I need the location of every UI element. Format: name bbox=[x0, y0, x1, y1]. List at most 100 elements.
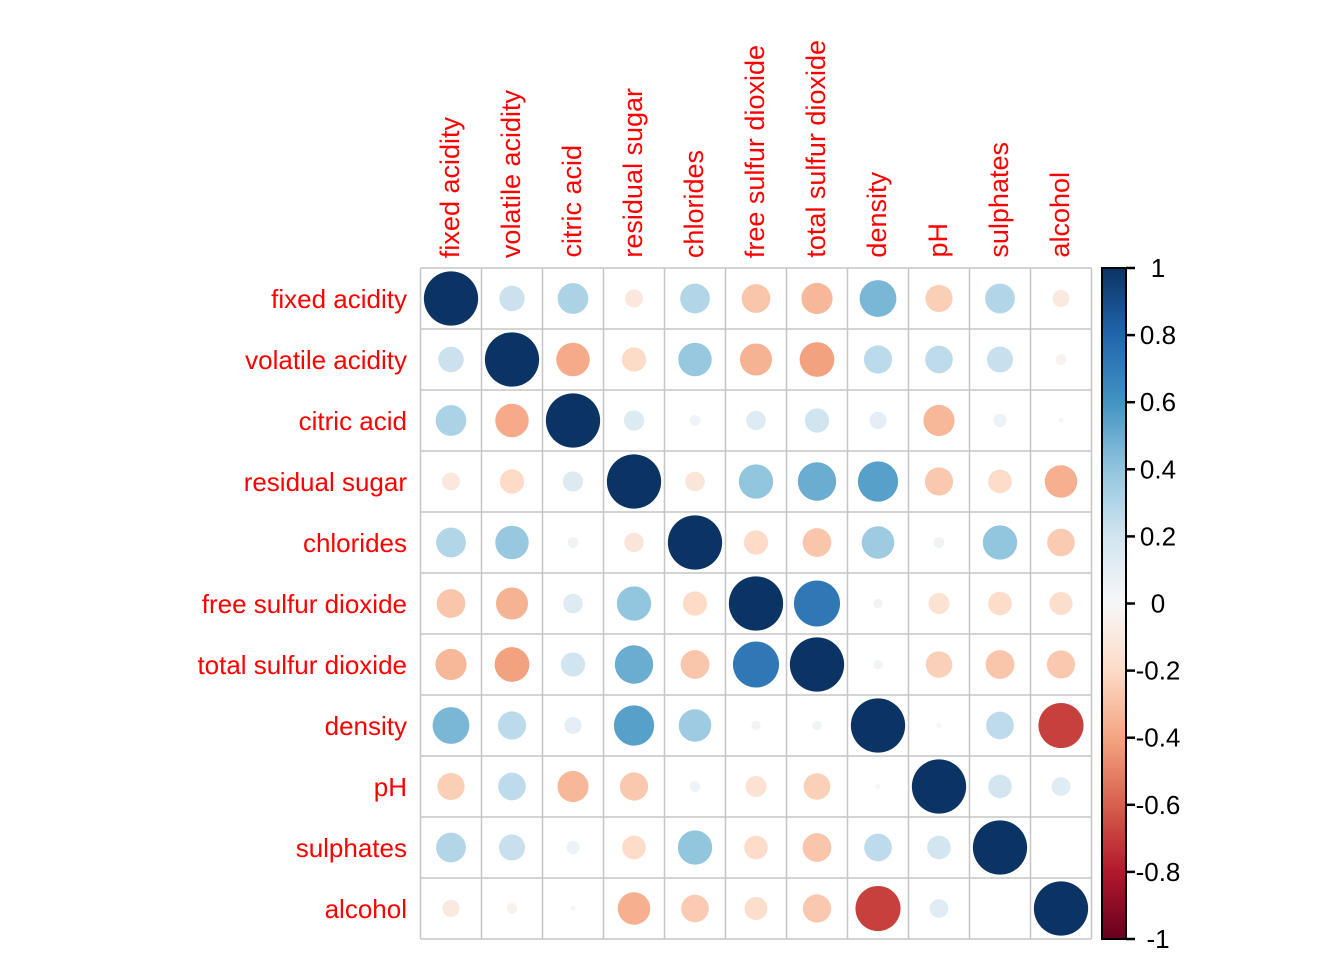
corr-circle bbox=[793, 580, 841, 627]
corr-circle bbox=[678, 709, 712, 742]
corr-circle bbox=[741, 284, 771, 313]
corr-circle bbox=[689, 781, 701, 792]
corr-circle bbox=[619, 772, 649, 801]
corr-circle bbox=[625, 289, 643, 308]
corr-circle bbox=[993, 413, 1007, 428]
corr-circle bbox=[432, 707, 470, 744]
corr-circle bbox=[751, 720, 761, 731]
corr-circle bbox=[925, 284, 953, 313]
corr-circle bbox=[859, 280, 897, 317]
corr-circle bbox=[801, 282, 833, 315]
legend-tick-label: -1 bbox=[1146, 924, 1169, 954]
corr-circle bbox=[802, 833, 832, 862]
corr-circle bbox=[499, 469, 525, 494]
corr-circle bbox=[1052, 289, 1070, 308]
corr-circle bbox=[1055, 354, 1067, 365]
corr-circle bbox=[435, 648, 467, 681]
corr-circle bbox=[436, 527, 466, 558]
corr-circle bbox=[616, 586, 652, 621]
corr-circle bbox=[857, 461, 899, 502]
corr-circle bbox=[728, 576, 784, 631]
corr-circle bbox=[1046, 650, 1076, 679]
corr-circle bbox=[738, 464, 774, 499]
corr-circle bbox=[622, 835, 646, 860]
legend-tick-label: 0.4 bbox=[1140, 454, 1176, 484]
corr-circle bbox=[685, 471, 705, 492]
legend-tick-label: 0.6 bbox=[1140, 387, 1176, 417]
corr-circle bbox=[442, 472, 460, 491]
corr-circle bbox=[982, 525, 1018, 560]
corr-circle bbox=[557, 283, 589, 314]
corr-circle bbox=[743, 530, 769, 555]
corr-circle bbox=[928, 592, 950, 615]
corr-circle bbox=[936, 722, 942, 729]
corr-circle bbox=[985, 650, 1015, 679]
legend-tick-label: 1 bbox=[1151, 253, 1165, 283]
corr-circle bbox=[873, 659, 883, 670]
corr-circle bbox=[564, 716, 582, 735]
corr-circle bbox=[863, 345, 893, 374]
corr-circle bbox=[925, 345, 953, 374]
corr-circle bbox=[624, 532, 644, 553]
corr-circle bbox=[442, 899, 460, 918]
corr-circle bbox=[560, 652, 586, 677]
corr-circle bbox=[677, 830, 713, 865]
corr-circle bbox=[494, 647, 530, 682]
corr-circle bbox=[1038, 702, 1084, 749]
legend-tick-label: -0.2 bbox=[1136, 656, 1181, 686]
corr-circle bbox=[924, 467, 954, 496]
corr-circle bbox=[986, 711, 1014, 740]
corr-circle bbox=[497, 711, 527, 740]
corr-circle bbox=[744, 835, 768, 860]
corr-circle bbox=[567, 537, 579, 548]
corr-circle bbox=[797, 462, 837, 501]
corr-circle bbox=[799, 342, 835, 377]
corr-circle bbox=[617, 892, 651, 925]
legend-colorbar bbox=[1102, 268, 1126, 939]
corr-circle bbox=[556, 342, 590, 377]
legend-tick-label: 0 bbox=[1151, 589, 1165, 619]
corr-circle bbox=[562, 471, 584, 492]
corr-circle bbox=[812, 720, 822, 731]
corr-circle bbox=[606, 454, 662, 509]
corr-circle bbox=[933, 537, 945, 548]
corr-circle bbox=[545, 393, 601, 448]
corr-circle bbox=[745, 775, 767, 798]
corr-circle bbox=[802, 528, 832, 557]
corr-circle bbox=[739, 343, 773, 376]
corr-circle bbox=[499, 285, 525, 312]
corr-circle bbox=[804, 408, 830, 433]
corr-circle bbox=[435, 405, 467, 436]
corr-circle bbox=[1047, 528, 1075, 557]
corr-circle bbox=[1049, 591, 1073, 616]
corr-circle bbox=[506, 903, 518, 914]
corr-circle bbox=[861, 526, 895, 559]
corr-circle bbox=[746, 410, 766, 431]
legend-tick-label: -0.8 bbox=[1136, 857, 1181, 887]
corr-circle bbox=[925, 651, 953, 678]
corr-circle bbox=[436, 589, 466, 618]
corr-circle bbox=[436, 832, 466, 863]
corr-circle bbox=[789, 637, 845, 692]
corr-circle bbox=[923, 404, 955, 437]
corr-circle bbox=[911, 759, 967, 814]
corr-circle bbox=[985, 283, 1015, 314]
corr-circle bbox=[986, 346, 1014, 373]
legend-tick-label: -0.6 bbox=[1136, 790, 1181, 820]
corr-circle bbox=[869, 411, 887, 430]
corr-circle bbox=[495, 587, 529, 620]
corr-circle bbox=[438, 346, 464, 373]
legend-tick-label: 0.2 bbox=[1140, 521, 1176, 551]
corr-circle bbox=[495, 525, 529, 560]
corr-circle bbox=[678, 342, 712, 377]
corr-circle bbox=[614, 645, 654, 684]
legend-tick-label: 0.8 bbox=[1140, 320, 1176, 350]
corr-circle bbox=[1058, 417, 1064, 424]
corr-circle bbox=[689, 415, 701, 426]
corr-circle bbox=[563, 593, 583, 614]
corr-circle bbox=[423, 271, 479, 326]
corr-circle bbox=[850, 698, 906, 753]
corr-circle bbox=[972, 820, 1028, 875]
